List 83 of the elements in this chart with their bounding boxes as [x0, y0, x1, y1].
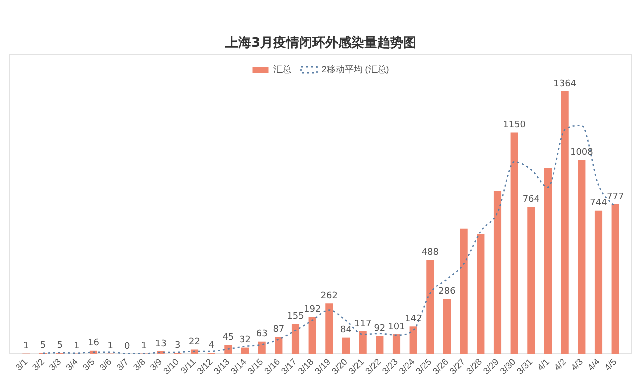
x-tick-label: 3/21 — [346, 356, 366, 376]
data-label: 744 — [590, 198, 608, 209]
bar — [410, 326, 418, 354]
bar — [326, 304, 334, 354]
bar — [510, 132, 518, 354]
x-tick-label: 3/28 — [464, 356, 484, 376]
bar — [578, 160, 586, 354]
bar — [494, 191, 502, 354]
data-label: 764 — [522, 194, 540, 205]
bar — [224, 345, 232, 354]
bar — [594, 210, 603, 354]
data-label: 13 — [155, 339, 167, 350]
bar — [258, 342, 266, 354]
data-label: 488 — [422, 248, 440, 258]
x-tick-label: 3/2 — [30, 356, 46, 373]
data-label: 155 — [287, 312, 304, 322]
data-label: 0 — [124, 342, 131, 352]
bar — [190, 350, 199, 354]
x-tick-label: 3/4 — [64, 356, 80, 373]
bar — [392, 334, 401, 354]
x-tick-label: 4/3 — [569, 356, 586, 373]
legend-label: 汇总 — [273, 64, 292, 75]
data-label: 117 — [354, 319, 372, 330]
data-label: 84 — [340, 326, 352, 336]
bar — [528, 206, 536, 354]
data-label: 192 — [304, 304, 322, 315]
bar — [426, 260, 434, 354]
x-tick-label: 3/5 — [81, 356, 97, 373]
data-label: 5 — [40, 340, 46, 351]
bar — [308, 317, 316, 354]
data-label: 101 — [388, 322, 406, 332]
bar — [342, 338, 350, 354]
bar — [460, 228, 468, 354]
data-label: 32 — [240, 336, 251, 346]
bar — [477, 234, 485, 354]
data-label: 5 — [57, 340, 63, 351]
data-label: 16 — [88, 338, 100, 349]
data-label: 1 — [74, 342, 80, 352]
legend-label: 2移动平均 (汇总) — [322, 64, 390, 75]
x-tick-label: 3/7 — [114, 356, 131, 373]
bar — [359, 331, 367, 354]
data-label: 1 — [24, 342, 30, 352]
data-label: 1 — [141, 342, 148, 352]
x-tick-label: 3/10 — [162, 356, 182, 376]
data-label: 1364 — [554, 79, 577, 90]
bar — [443, 298, 452, 354]
bar — [275, 337, 283, 354]
data-label: 1150 — [503, 120, 526, 131]
x-tick-label: 3/6 — [98, 356, 114, 373]
data-label: 286 — [438, 286, 456, 297]
x-tick-label: 4/2 — [552, 356, 568, 373]
x-tick-label: 3/19 — [313, 356, 333, 376]
x-tick-label: 3/9 — [148, 356, 164, 373]
data-label: 4 — [208, 341, 215, 352]
bar — [612, 204, 620, 354]
data-label: 262 — [320, 291, 338, 302]
data-label: 45 — [222, 333, 234, 344]
x-tick-label: 3/11 — [178, 356, 198, 376]
bar — [376, 336, 384, 354]
x-tick-label: 4/4 — [586, 356, 602, 373]
data-label: 1008 — [570, 148, 594, 158]
x-tick-label: 3/22 — [364, 356, 384, 376]
data-label: 87 — [273, 325, 285, 336]
x-tick-label: 4/1 — [536, 356, 552, 373]
x-tick-label: 3/1 — [14, 356, 30, 373]
bar — [241, 348, 250, 354]
x-tick-label: 3/13 — [212, 356, 232, 376]
data-label: 92 — [374, 324, 386, 334]
x-tick-label: 4/5 — [602, 356, 619, 373]
data-label: 3 — [175, 341, 181, 352]
chart-title: 上海3月疫情闭环外感染量趋势图 — [224, 35, 417, 52]
x-tick-label: 3/3 — [47, 356, 64, 373]
data-label: 142 — [404, 314, 422, 324]
x-tick-label: 3/8 — [132, 356, 148, 373]
data-label: 1 — [108, 342, 114, 352]
data-label: 777 — [606, 192, 624, 202]
bar — [561, 92, 569, 354]
bar — [292, 324, 300, 354]
x-tick-label: 3/31 — [515, 356, 535, 376]
bar — [544, 168, 552, 354]
x-tick-label: 3/16 — [262, 356, 282, 376]
data-label: 63 — [256, 330, 268, 340]
data-label: 22 — [189, 338, 200, 348]
